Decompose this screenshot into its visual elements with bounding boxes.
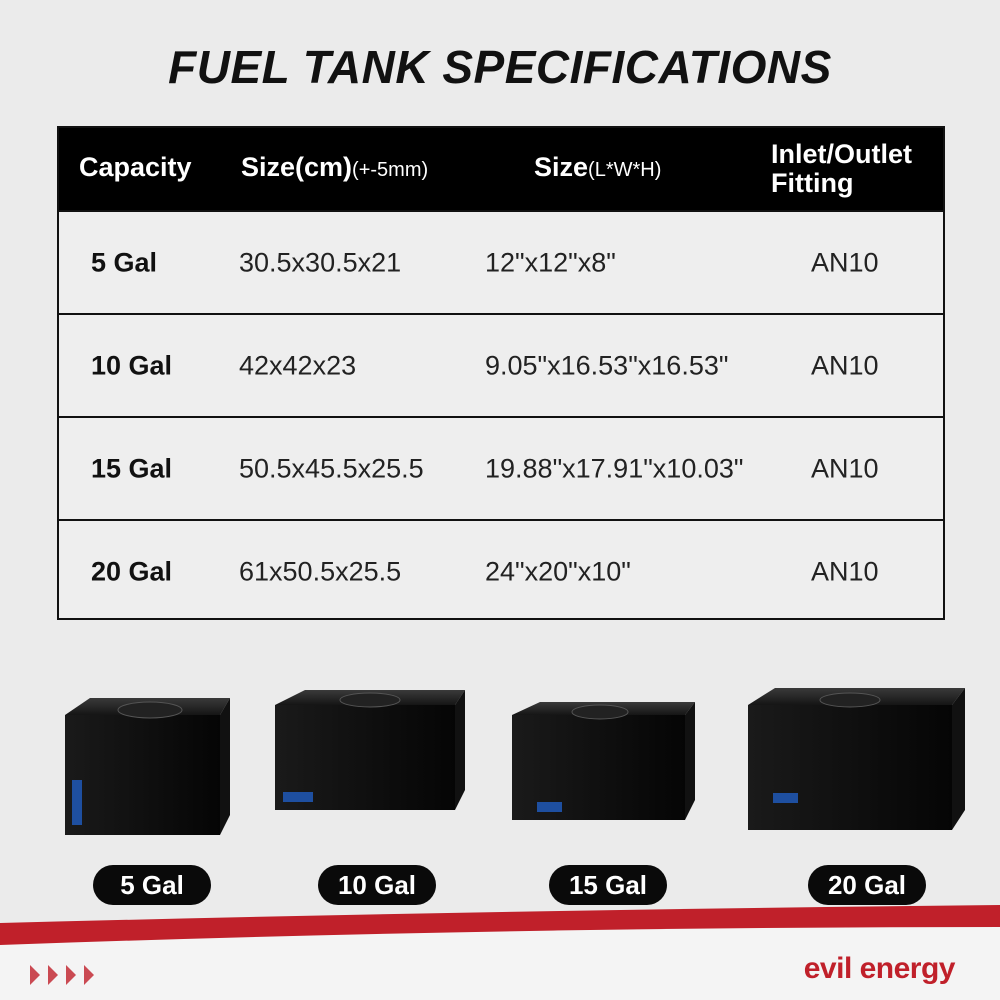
tank-15 [512,702,695,820]
header-cell: Size(cm)(+-5mm) [241,152,428,183]
tank-10 [275,690,465,810]
header-sub: (L*W*H) [588,159,662,181]
table-cell: 42x42x23 [239,350,357,380]
table-cell: 10 Gal [91,350,173,380]
header-text: Inlet/Outlet Fitting [771,139,912,198]
spec-table: Capacity Size(cm)(+-5mm) Size(L*W*H) Inl… [57,126,945,620]
table-cell: AN10 [811,556,879,586]
table-header: Capacity Size(cm)(+-5mm) Size(L*W*H) Inl… [59,128,943,210]
header-sub: (+-5mm) [352,159,429,181]
header-cell: Size(L*W*H) [534,152,661,183]
table-cell: 15 Gal [91,453,173,483]
header-text: Capacity [79,152,192,182]
footer [0,905,1000,1000]
table-row: 5 Gal 30.5x30.5x21 12"x12"x8" AN10 [59,210,943,313]
tank-label: 10 Gal [318,865,436,905]
title: FUEL TANK SPECIFICATIONS [168,41,832,93]
table-cell: 30.5x30.5x21 [239,247,402,277]
table-cell: 61x50.5x25.5 [239,556,402,586]
header-cell: Capacity [79,152,192,183]
table-row: 10 Gal 42x42x23 9.05"x16.53"x16.53" AN10 [59,313,943,416]
tank-label: 15 Gal [549,865,667,905]
table-cell: 20 Gal [91,556,173,586]
header-text: Size(cm) [241,152,353,182]
brand: evil energy [803,952,956,985]
tank-20 [748,688,965,830]
table-cell: 19.88"x17.91"x10.03" [485,453,744,483]
table-row: 20 Gal 61x50.5x25.5 24"x20"x10" AN10 [59,519,943,622]
table-cell: AN10 [811,247,879,277]
table-cell: 50.5x45.5x25.5 [239,453,424,483]
tank-5 [65,698,230,835]
table-cell: 9.05"x16.53"x16.53" [485,350,729,380]
table-cell: AN10 [811,350,879,380]
tank-label: 20 Gal [808,865,926,905]
table-cell: 5 Gal [91,247,158,277]
table-cell: 12"x12"x8" [485,247,616,277]
header-text: Size [534,152,589,182]
table-cell: AN10 [811,453,879,483]
header-cell: Inlet/Outlet Fitting [771,140,931,198]
table-cell: 24"x20"x10" [485,556,631,586]
tank-images [65,688,965,835]
table-row: 15 Gal 50.5x45.5x25.5 19.88"x17.91"x10.03"… [59,416,943,519]
tank-label: 5 Gal [93,865,211,905]
